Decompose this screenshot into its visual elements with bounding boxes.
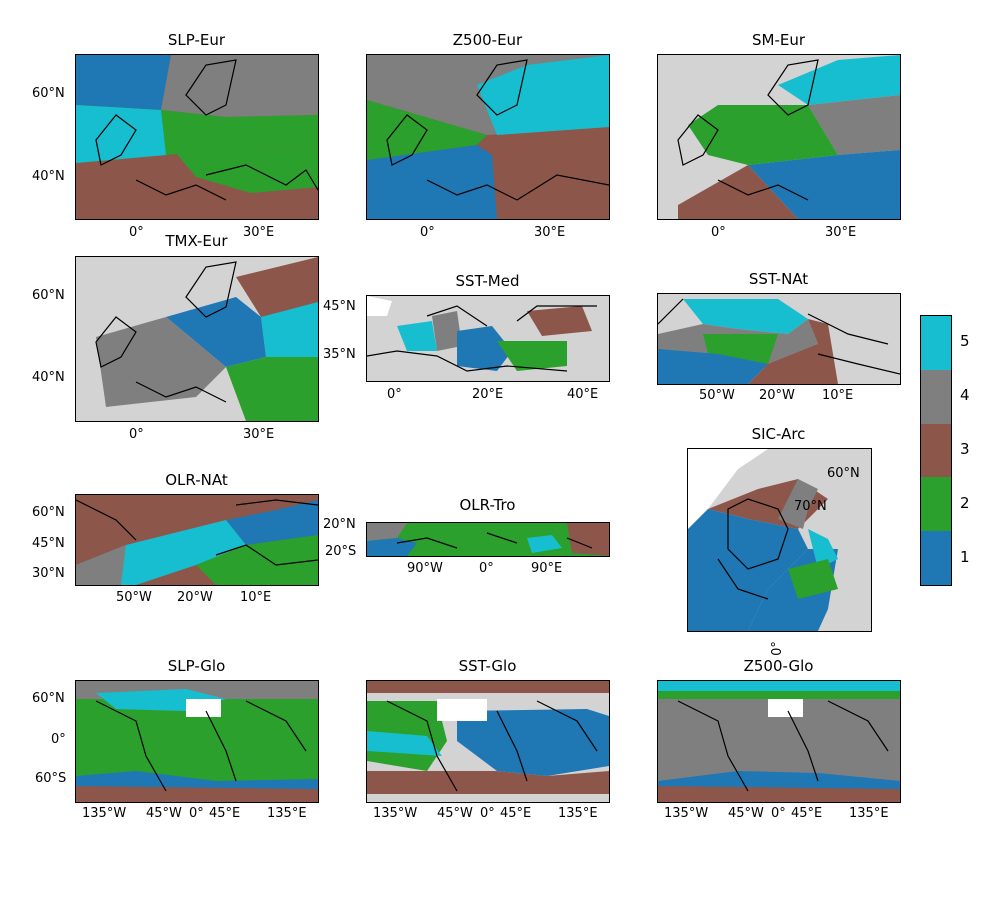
x-tick: 30°E	[243, 427, 275, 442]
y-tick: 45°N	[32, 536, 65, 551]
x-tick: 45°W	[146, 806, 182, 821]
colorbar-segment-4	[921, 370, 951, 424]
panel-title: SM-Eur	[751, 31, 806, 49]
x-tick: 30°E	[825, 225, 857, 240]
colorbar-label-3: 3	[960, 440, 970, 458]
map-olr-tro	[366, 522, 610, 557]
y-tick: 45°N	[323, 299, 356, 314]
x-tick: 40°E	[567, 387, 599, 402]
panel-title: Z500-Eur	[452, 31, 523, 49]
x-tick: 45°E	[209, 806, 241, 821]
x-tick: 0°	[480, 806, 495, 821]
x-tick: 45°E	[791, 806, 823, 821]
map-sst-glo	[366, 680, 610, 803]
map-sic-arc	[687, 448, 872, 632]
map-sst-nat	[657, 293, 901, 385]
x-tick: 0°	[479, 561, 494, 576]
x-tick: 50°W	[699, 388, 735, 403]
x-tick: 45°E	[500, 806, 532, 821]
y-tick: 20°N	[323, 517, 356, 532]
x-tick: 90°W	[407, 561, 443, 576]
x-tick: 50°W	[116, 590, 152, 605]
map-slp-eur	[75, 54, 319, 220]
x-tick: 0°	[387, 387, 402, 402]
colorbar-segment-1	[921, 531, 951, 585]
panel-title: SST-Med	[455, 272, 520, 290]
x-tick: 45°W	[728, 806, 764, 821]
x-tick: 20°W	[177, 590, 213, 605]
y-tick: 0°	[51, 732, 66, 747]
colorbar-label-4: 4	[960, 386, 970, 404]
y-tick: 70°N	[794, 499, 827, 514]
y-tick: 60°N	[32, 505, 65, 520]
y-tick: 30°N	[32, 566, 65, 581]
x-tick: 20°E	[472, 387, 504, 402]
panel-title: SST-Glo	[458, 657, 517, 675]
panel-title: SLP-Glo	[167, 657, 226, 675]
y-tick: 40°N	[32, 169, 65, 184]
x-tick: 90°E	[531, 561, 563, 576]
colorbar-label-2: 2	[960, 494, 970, 512]
y-tick: 60°S	[35, 771, 67, 786]
x-tick: 30°E	[243, 225, 275, 240]
map-sst-med	[366, 295, 610, 382]
x-tick: 45°W	[437, 806, 473, 821]
x-tick: 135°W	[82, 806, 127, 821]
y-tick: 60°N	[32, 86, 65, 101]
x-tick: 135°E	[849, 806, 889, 821]
x-tick: 0°	[129, 427, 144, 442]
x-tick: 135°W	[664, 806, 709, 821]
map-sm-eur	[657, 54, 901, 220]
y-tick: 20°S	[325, 544, 357, 559]
y-tick: 40°N	[32, 370, 65, 385]
x-tick: 0°	[771, 806, 786, 821]
x-tick: 20°W	[759, 388, 795, 403]
colorbar-segment-3	[921, 424, 951, 477]
colorbar-label-5: 5	[960, 332, 970, 350]
colorbar-label-1: 1	[960, 548, 970, 566]
y-tick: 35°N	[323, 347, 356, 362]
panel-title: OLR-NAt	[165, 471, 228, 489]
map-z500-glo	[657, 680, 901, 803]
panel-title: Z500-Glo	[743, 657, 814, 675]
x-tick: 135°E	[267, 806, 307, 821]
map-z500-eur	[366, 54, 610, 220]
map-tmx-eur	[75, 256, 319, 422]
x-tick: 0°	[711, 225, 726, 240]
panel-title: SLP-Eur	[167, 31, 226, 49]
x-tick: 10°E	[240, 590, 272, 605]
panel-title: SST-NAt	[748, 270, 809, 288]
colorbar	[920, 315, 952, 586]
x-tick: 30°E	[534, 225, 566, 240]
panel-title: SIC-Arc	[751, 425, 806, 443]
map-olr-nat	[75, 494, 319, 586]
x-tick: 0°	[420, 225, 435, 240]
colorbar-segment-2	[921, 477, 951, 531]
y-tick: 60°N	[32, 288, 65, 303]
panel-title: OLR-Tro	[459, 496, 516, 514]
x-tick: 0°	[769, 641, 785, 656]
x-tick: 0°	[129, 225, 144, 240]
y-tick: 60°N	[827, 466, 860, 481]
x-tick: 0°	[189, 806, 204, 821]
y-tick: 60°N	[32, 691, 65, 706]
panel-title: TMX-Eur	[165, 232, 228, 250]
x-tick: 10°E	[822, 388, 854, 403]
x-tick: 135°W	[373, 806, 418, 821]
colorbar-segment-5	[921, 316, 951, 370]
map-slp-glo	[75, 680, 319, 803]
x-tick: 135°E	[558, 806, 598, 821]
